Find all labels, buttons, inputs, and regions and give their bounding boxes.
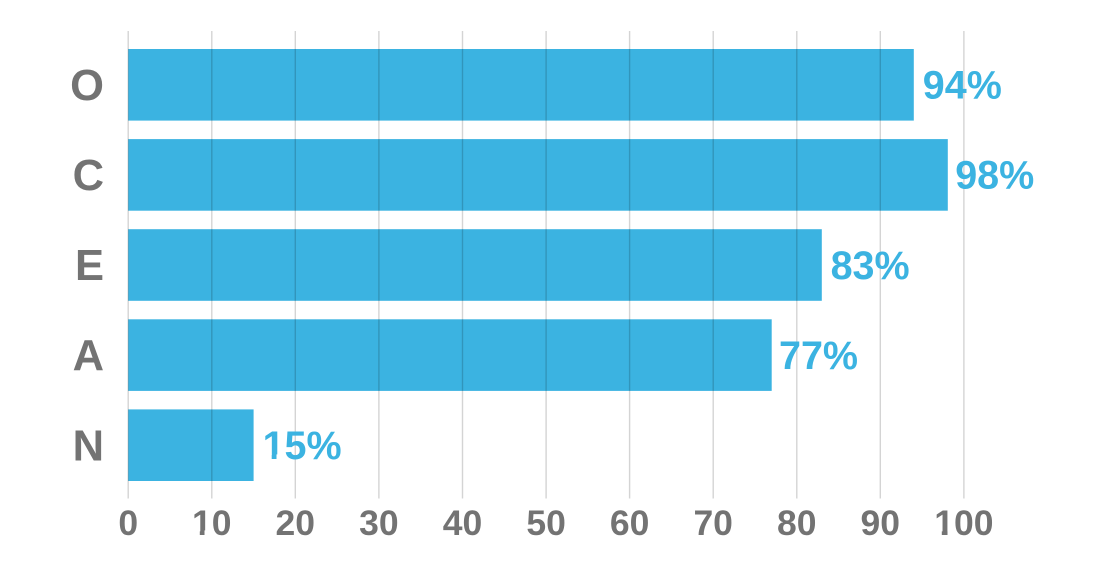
- svg-text:80: 80: [777, 503, 817, 543]
- svg-text:83%: 83%: [831, 244, 910, 288]
- svg-text:0: 0: [118, 503, 138, 543]
- svg-text:C: C: [73, 152, 104, 200]
- svg-text:77%: 77%: [779, 334, 858, 378]
- svg-text:O: O: [70, 62, 104, 110]
- svg-text:N: N: [73, 422, 104, 470]
- svg-text:100: 100: [934, 503, 993, 543]
- svg-text:90: 90: [861, 503, 901, 543]
- svg-text:60: 60: [610, 503, 650, 543]
- svg-text:94%: 94%: [923, 64, 1002, 108]
- svg-text:20: 20: [276, 503, 316, 543]
- svg-text:10: 10: [192, 503, 232, 543]
- svg-text:30: 30: [359, 503, 399, 543]
- svg-text:15%: 15%: [263, 424, 342, 468]
- svg-text:40: 40: [443, 503, 483, 543]
- svg-text:E: E: [75, 242, 104, 290]
- svg-text:A: A: [73, 332, 104, 380]
- svg-text:70: 70: [693, 503, 733, 543]
- svg-text:50: 50: [526, 503, 566, 543]
- svg-text:98%: 98%: [955, 154, 1034, 198]
